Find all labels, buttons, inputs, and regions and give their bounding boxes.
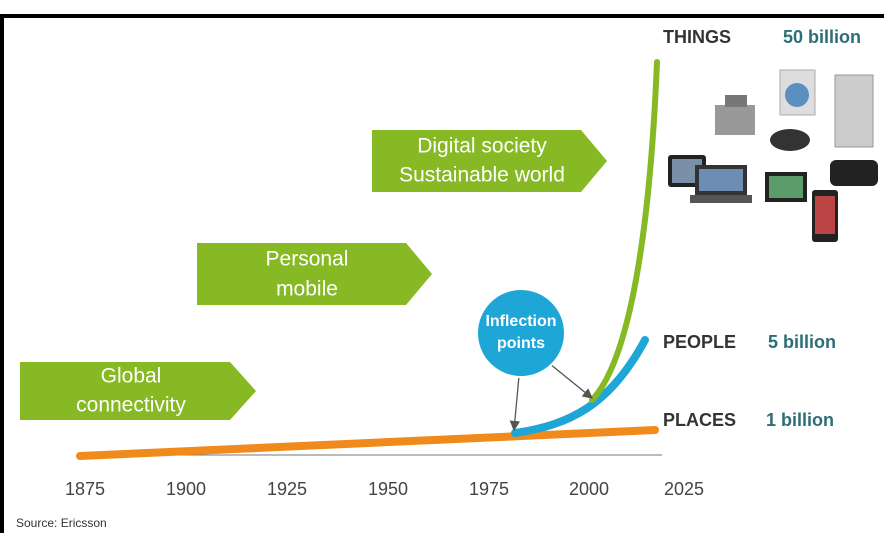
- source: Source: Ericsson: [16, 516, 107, 530]
- callout-arrow: [549, 363, 594, 399]
- callout-arrow: [509, 375, 521, 432]
- stage-text: Personal: [266, 248, 349, 271]
- group-label: PLACES: [663, 410, 736, 430]
- x-tick-label: 2025: [664, 479, 704, 499]
- device-icons: [668, 69, 878, 242]
- stage-text: Sustainable world: [399, 164, 565, 187]
- callout-circle: [476, 288, 566, 378]
- group-label: PEOPLE: [663, 332, 736, 352]
- group-count: 1 billion: [766, 410, 834, 430]
- group-count: 5 billion: [768, 332, 836, 352]
- stage-banner: [20, 362, 256, 420]
- stage-text: Global: [101, 365, 162, 388]
- x-tick-label: 2000: [569, 479, 609, 499]
- things-curve: [589, 59, 660, 403]
- stage-banner: [372, 130, 607, 192]
- x-tick-label: 1875: [65, 479, 105, 499]
- group-label: THINGS: [663, 27, 731, 47]
- x-tick-label: 1975: [469, 479, 509, 499]
- stage-banner: [197, 243, 432, 305]
- callout-text: points: [497, 335, 545, 352]
- stage-text: mobile: [276, 278, 338, 301]
- group-count: 50 billion: [783, 27, 861, 47]
- stage-text: Digital society: [417, 135, 547, 158]
- stage-text: connectivity: [76, 394, 186, 417]
- callout-text: Inflection: [485, 313, 556, 330]
- people-curve: [511, 336, 649, 437]
- x-tick-label: 1950: [368, 479, 408, 499]
- places-curve: [76, 426, 659, 460]
- x-tick-label: 1900: [166, 479, 206, 499]
- frame: [0, 14, 884, 533]
- x-tick-label: 1925: [267, 479, 307, 499]
